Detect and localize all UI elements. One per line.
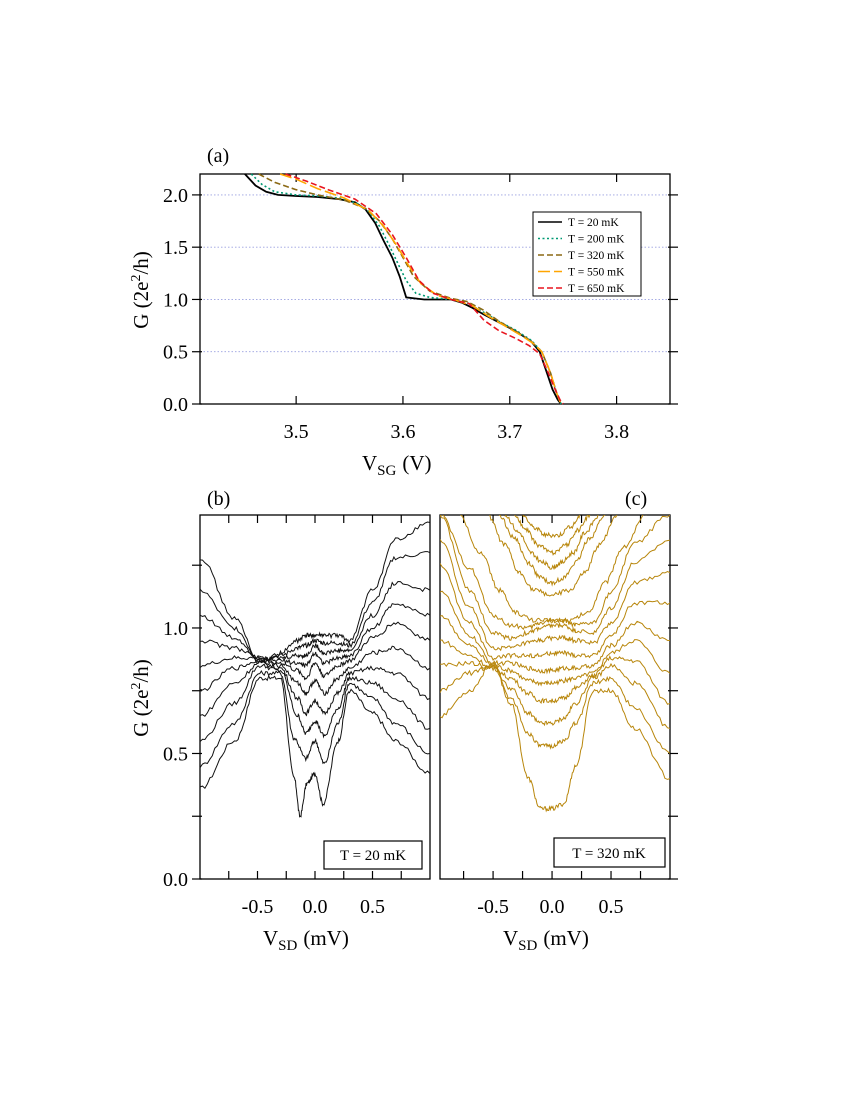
panel-a-xtick-label: 3.8 (604, 421, 629, 443)
legend-entry: T = 550 mK (568, 267, 625, 279)
panel-c-trace-10 (459, 515, 647, 624)
panel-c-trace-9 (440, 515, 670, 631)
panel-a-xtick-label: 3.5 (284, 421, 309, 443)
panel-a-frame (199, 173, 671, 405)
svg-text:T = 320 mK: T = 320 mK (572, 846, 646, 862)
legend-entry: T = 20 mK (568, 217, 619, 229)
panel-b-xtick-label: -0.5 (242, 896, 274, 918)
panel-c-trace-8 (440, 515, 670, 641)
panel-c-trace-12 (498, 515, 606, 587)
panel-a-ytick-label: 0.5 (163, 342, 188, 364)
panel-c-frame (439, 514, 671, 880)
panel-c-xtick-label: 0.0 (540, 896, 565, 918)
panel-a-ytick-label: 1.0 (163, 289, 188, 311)
panel-a-xtick-label: 3.6 (390, 421, 415, 443)
panel-a-ytick-label: 0.0 (163, 394, 188, 416)
panel-b-ytick-label: 0.5 (163, 743, 188, 765)
panel-c-trace-3 (440, 639, 670, 705)
panel-c-trace-7 (440, 539, 670, 652)
panel-b-trace-1 (199, 669, 431, 768)
panel-b-frame (199, 514, 431, 880)
panel-c-xtick-label: 0.5 (599, 896, 624, 918)
panel-a-ylabel: G (2e2/h) (129, 251, 153, 329)
panel-c-trace-14 (514, 515, 591, 556)
panel-b-xlabel: VSD (mV) (263, 926, 349, 954)
panel-a-series-3 (279, 173, 562, 405)
panel-b-trace-7 (199, 580, 431, 661)
panel-a-legend: T = 20 mK T = 200 mK T = 320 mK T = 550 mK T… (532, 211, 642, 297)
panel-a-series-4 (285, 173, 564, 405)
panel-c-trace-1 (440, 663, 670, 754)
panel-a-series-1 (250, 173, 562, 405)
panel-b: (b) -0.5 0.0 0.5 0.0 0.5 1.0 T = 20 mK VSD (mV… (129, 488, 431, 954)
panel-b-trace-9 (199, 521, 431, 665)
panel-b-xtick-label: 0.5 (360, 896, 385, 918)
panel-b-ytick-label: 1.0 (163, 618, 188, 640)
panel-a-series-2 (258, 173, 562, 405)
panel-b-trace-2 (199, 663, 431, 742)
panel-c-trace-2 (440, 660, 670, 729)
panel-a-label: (a) (207, 145, 229, 167)
panel-b-label: (b) (207, 488, 230, 510)
panel-a-ytick-label: 2.0 (163, 185, 188, 207)
legend-entry: T = 650 mK (568, 283, 625, 295)
panel-c-trace-15 (522, 515, 582, 539)
panel-b-ytick-label: 0.0 (163, 869, 188, 891)
legend-entry: T = 320 mK (568, 250, 625, 262)
panel-a-xtick-label: 3.7 (497, 421, 522, 443)
panel-c-trace-4 (440, 615, 670, 687)
panel-b-trace-5 (199, 621, 431, 681)
panel-c: (c) -0.5 0.0 0.5 T = 320 mK VSD (mV) (439, 488, 678, 954)
panel-c-trace-11 (489, 515, 618, 597)
panel-a: (a) 3.5 3.6 3.7 3.8 0.0 0.5 1.0 1.5 2.0 VSG (V) G… (129, 145, 678, 479)
panel-c-xlabel: VSD (mV) (503, 926, 589, 954)
panel-c-trace-13 (504, 515, 600, 570)
panel-c-label: (c) (625, 488, 647, 510)
panel-c-trace-0 (440, 660, 670, 813)
panel-a-xlabel: VSG (V) (362, 451, 432, 479)
legend-entry: T = 200 mK (568, 234, 625, 246)
panel-b-trace-6 (199, 603, 431, 668)
panel-c-annotation: T = 320 mK (553, 837, 666, 868)
panel-c-xtick-label: -0.5 (477, 896, 509, 918)
panel-b-ylabel: G (2e2/h) (129, 659, 153, 737)
panel-c-trace-6 (440, 563, 670, 662)
panel-a-series-0 (244, 173, 562, 405)
svg-text:T = 20 mK: T = 20 mK (340, 848, 406, 864)
panel-b-xtick-label: 0.0 (303, 896, 328, 918)
panel-a-ytick-label: 1.5 (163, 237, 188, 259)
panel-b-trace-0 (199, 674, 431, 818)
panel-c-trace-5 (440, 590, 670, 675)
panel-b-annotation: T = 20 mK (323, 840, 423, 870)
